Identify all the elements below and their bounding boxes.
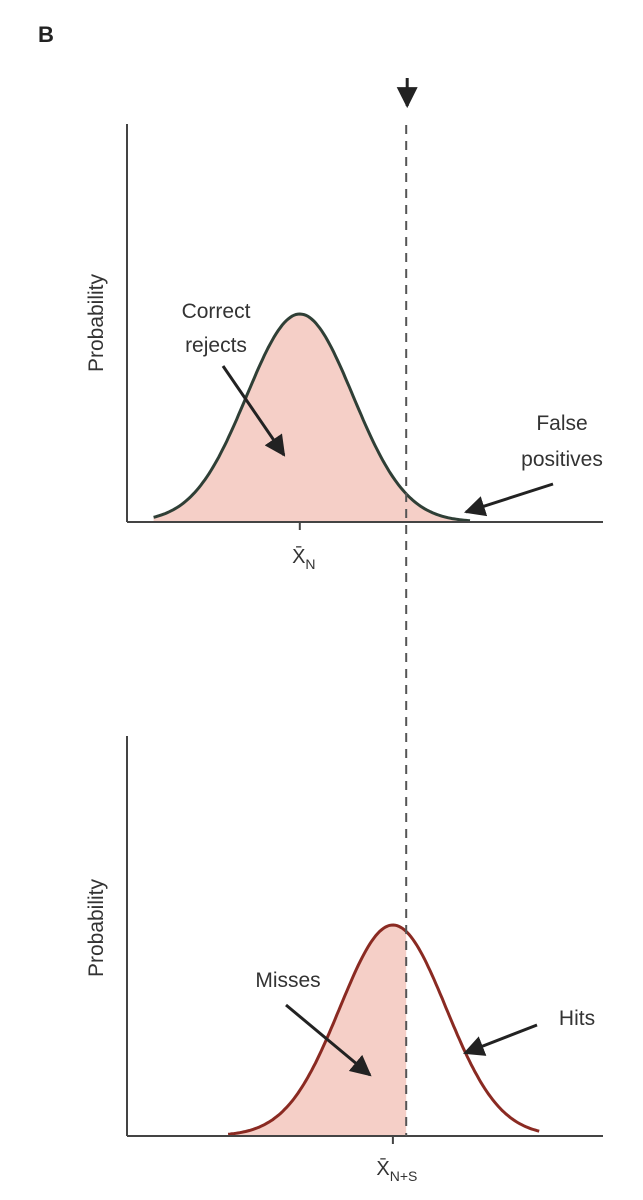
- noise-curve-line: [153, 312, 471, 523]
- annotation-correct-rejects-arrow: [221, 365, 286, 457]
- y-axis-title: Probability: [85, 878, 108, 977]
- signal-curve-line: [227, 923, 540, 1136]
- annotation-hits: Hits: [559, 1007, 595, 1030]
- noise-curve-fill: [153, 314, 470, 522]
- annotation-hits-arrow: [463, 1023, 538, 1056]
- panel-label: B: [38, 22, 54, 47]
- annotation-misses: Misses: [255, 969, 320, 992]
- annotation-false-positives-line-1: False: [536, 412, 587, 435]
- annotation-false-positives-line-2: positives: [521, 448, 603, 471]
- x-tick-label: X̄N: [292, 545, 315, 572]
- noise-panel: Probability X̄N Correct rejects False po…: [85, 124, 603, 572]
- annotation-correct-rejects-line-2: rejects: [185, 334, 247, 357]
- x-tick-label: X̄N+S: [376, 1157, 417, 1184]
- signal-panel: Probability X̄N+S Misses Hits: [85, 736, 603, 1184]
- y-axis-title: Probability: [85, 273, 108, 372]
- annotation-false-positives-arrow: [464, 482, 554, 517]
- annotation-misses-arrow: [285, 1003, 372, 1077]
- annotation-correct-rejects-line-1: Correct: [182, 300, 251, 323]
- signal-curve-fill: [228, 925, 407, 1136]
